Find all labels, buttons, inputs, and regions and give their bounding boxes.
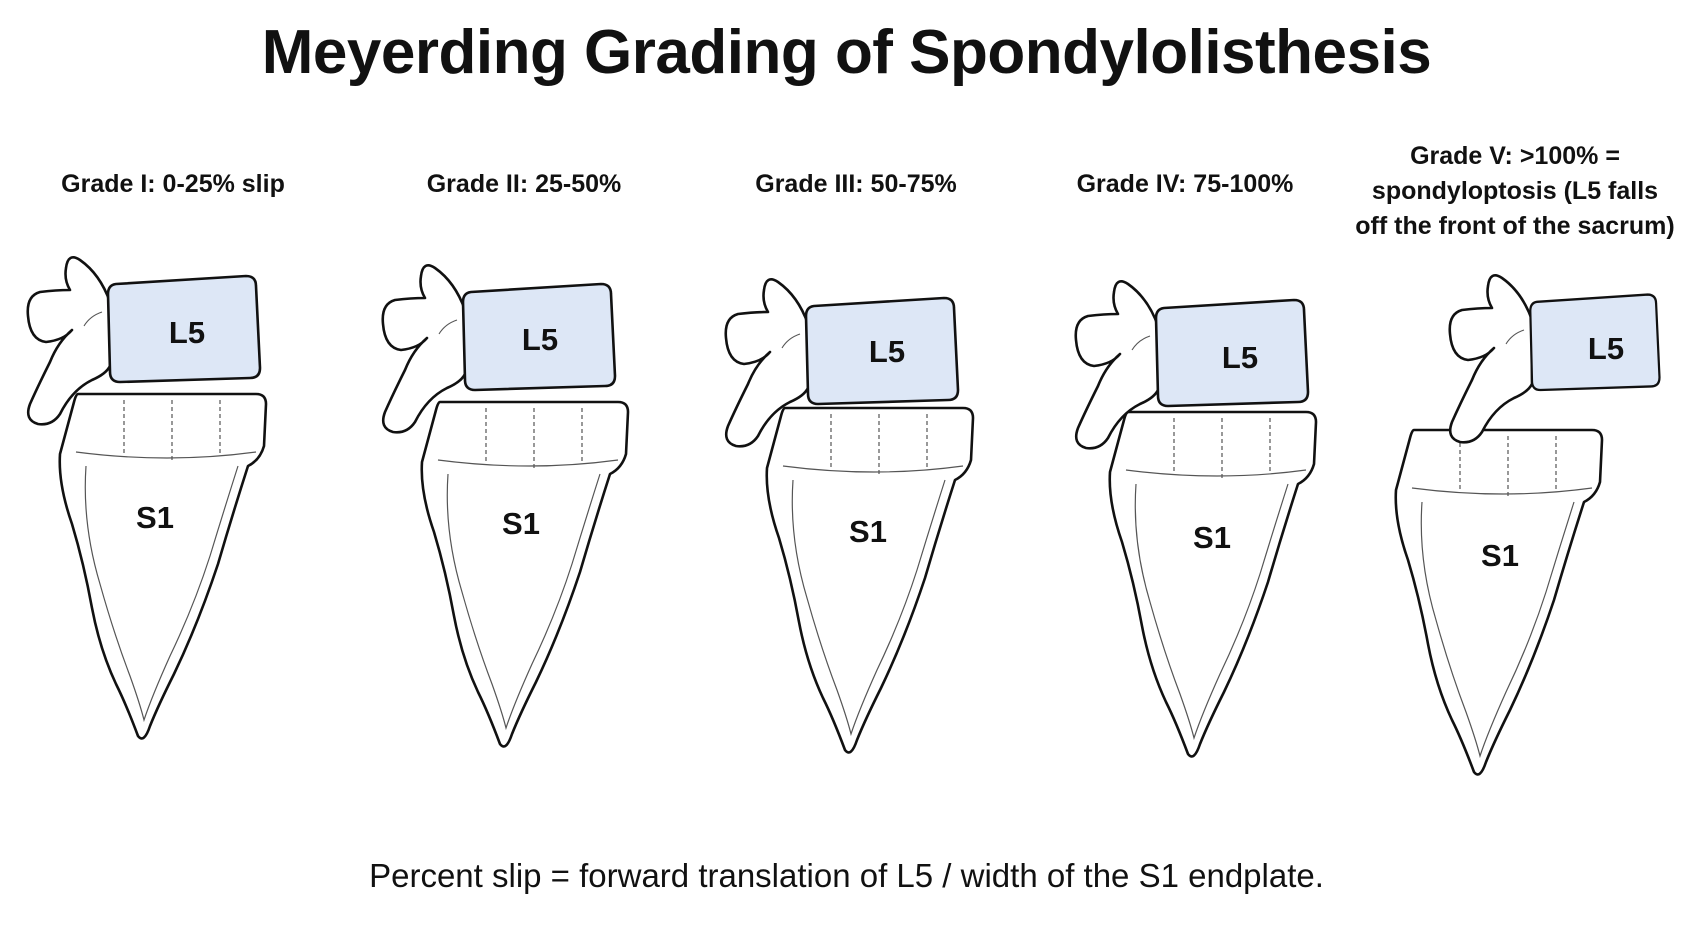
grade-5-panel: Grade V: >100% = spondyloptosis (L5 fall…	[1355, 142, 1675, 776]
grade-4-s1-label: S1	[1193, 520, 1231, 555]
grade-3-l5-label: L5	[869, 334, 905, 369]
diagram-title: Meyerding Grading of Spondylolisthesis	[261, 18, 1432, 87]
grade-2-sacrum	[420, 400, 630, 748]
grade-1-panel: Grade I: 0-25% slip L5 S1	[26, 170, 285, 740]
grade-3-s1-label: S1	[849, 514, 887, 549]
grade-1-l5-label: L5	[169, 315, 205, 350]
grade-1-label: Grade I: 0-25% slip	[61, 170, 285, 198]
grade-5-l5-label: L5	[1588, 331, 1624, 366]
grade-4-sacrum	[1108, 410, 1318, 758]
grade-5-label-line-3: off the front of the sacrum)	[1355, 212, 1674, 240]
grade-4-l5-label: L5	[1222, 340, 1258, 375]
grade-5-l5-arch	[1448, 274, 1534, 444]
grade-5-label-line-1: Grade V: >100% =	[1410, 142, 1620, 170]
grade-1-s1-label: S1	[136, 500, 174, 535]
grade-5-sacrum	[1394, 428, 1604, 776]
formula-caption: Percent slip = forward translation of L5…	[369, 857, 1324, 894]
grade-4-label: Grade IV: 75-100%	[1077, 170, 1294, 198]
grade-3-sacrum	[765, 406, 975, 754]
grade-2-panel: Grade II: 25-50% L5 S1	[381, 170, 630, 748]
grade-2-l5-label: L5	[522, 322, 558, 357]
grade-2-s1-label: S1	[502, 506, 540, 541]
grade-3-label: Grade III: 50-75%	[755, 170, 956, 198]
grade-5-label-line-2: spondyloptosis (L5 falls	[1372, 177, 1658, 205]
grade-2-label: Grade II: 25-50%	[427, 170, 622, 198]
grade-4-panel: Grade IV: 75-100% L5 S1	[1074, 170, 1318, 758]
grade-3-panel: Grade III: 50-75% L5 S1	[724, 170, 975, 754]
grade-5-s1-label: S1	[1481, 538, 1519, 573]
grade-1-sacrum	[58, 392, 268, 740]
